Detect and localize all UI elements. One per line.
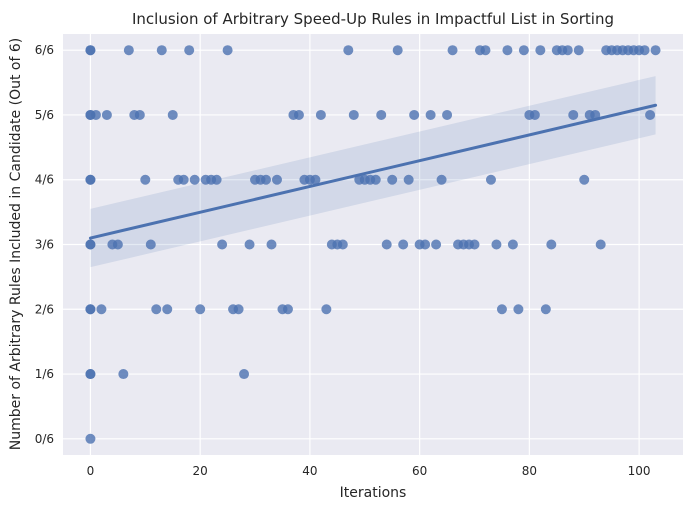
y-tick-label: 4/6 xyxy=(35,173,54,187)
x-tick-label: 20 xyxy=(193,464,208,478)
scatter-point xyxy=(469,239,480,250)
scatter-point xyxy=(85,239,96,250)
scatter-point xyxy=(540,304,551,315)
scatter-point xyxy=(447,45,458,56)
scatter-point xyxy=(573,45,584,56)
y-tick-label: 6/6 xyxy=(35,43,54,57)
scatter-point xyxy=(189,174,200,185)
scatter-point xyxy=(518,45,529,56)
scatter-point xyxy=(85,45,96,56)
scatter-point xyxy=(579,174,590,185)
scatter-point xyxy=(409,109,420,120)
scatter-point xyxy=(85,304,96,315)
x-tick-label: 0 xyxy=(87,464,95,478)
regression-line-group xyxy=(88,103,658,240)
scatter-point xyxy=(480,45,491,56)
x-axis-label: Iterations xyxy=(340,485,407,501)
scatter-point xyxy=(595,239,606,250)
scatter-point xyxy=(211,174,222,185)
scatter-point xyxy=(650,45,661,56)
scatter-point xyxy=(112,239,123,250)
scatter-point xyxy=(156,45,167,56)
scatter-point xyxy=(387,174,398,185)
y-tick-label: 2/6 xyxy=(35,302,54,316)
scatter-point xyxy=(343,45,354,56)
scatter-point xyxy=(529,109,540,120)
scatter-point xyxy=(293,109,304,120)
scatter-point xyxy=(376,109,387,120)
scatter-point xyxy=(282,304,293,315)
scatter-point xyxy=(420,239,431,250)
x-tick-label: 100 xyxy=(628,464,651,478)
scatter-point xyxy=(222,45,233,56)
scatter-point xyxy=(134,109,145,120)
y-tick-label: 5/6 xyxy=(35,108,54,122)
scatter-point xyxy=(118,369,129,380)
y-tick-label: 0/6 xyxy=(35,432,54,446)
scatter-point xyxy=(535,45,546,56)
x-tick-label: 40 xyxy=(302,464,317,478)
scatter-point xyxy=(123,45,134,56)
scatter-point xyxy=(392,45,403,56)
regression-line xyxy=(88,103,658,240)
scatter-point xyxy=(167,109,178,120)
scatter-point xyxy=(261,174,272,185)
scatter-point xyxy=(645,109,656,120)
scatter-point xyxy=(398,239,409,250)
x-tick-labels: 0 20 40 60 80 100 xyxy=(87,464,651,478)
scatter-points xyxy=(85,45,661,444)
scatter-point xyxy=(178,174,189,185)
scatter-point xyxy=(271,174,282,185)
scatter-point xyxy=(639,45,650,56)
scatter-point xyxy=(431,239,442,250)
scatter-point xyxy=(485,174,496,185)
y-axis-label: Number of Arbitrary Rules Included in Ca… xyxy=(8,38,24,450)
scatter-point xyxy=(370,174,381,185)
chart-title: Inclusion of Arbitrary Speed-Up Rules in… xyxy=(132,10,614,28)
scatter-point xyxy=(96,304,107,315)
scatter-point xyxy=(217,239,228,250)
y-tick-label: 1/6 xyxy=(35,367,54,381)
scatter-point xyxy=(436,174,447,185)
scatter-point xyxy=(546,239,557,250)
y-tick-labels: 0/6 1/6 2/6 3/6 4/6 5/6 6/6 xyxy=(35,43,54,446)
scatter-point xyxy=(233,304,244,315)
scatter-point xyxy=(491,239,502,250)
scatter-point xyxy=(562,45,573,56)
scatter-point xyxy=(513,304,524,315)
scatter-point xyxy=(244,239,255,250)
y-tick-label: 3/6 xyxy=(35,238,54,252)
scatter-point xyxy=(195,304,206,315)
scatter-point xyxy=(425,109,436,120)
x-tick-label: 60 xyxy=(412,464,427,478)
scatter-point xyxy=(403,174,414,185)
scatter-point xyxy=(310,174,321,185)
scatter-point xyxy=(381,239,392,250)
scatter-point xyxy=(266,239,277,250)
scatter-point xyxy=(442,109,453,120)
scatter-point xyxy=(239,369,250,380)
scatter-point xyxy=(145,239,156,250)
scatter-point xyxy=(85,433,96,444)
scatter-point xyxy=(348,109,359,120)
scatter-point xyxy=(85,174,96,185)
scatter-point xyxy=(101,109,112,120)
x-tick-label: 80 xyxy=(522,464,537,478)
scatter-point xyxy=(151,304,162,315)
scatter-point xyxy=(90,109,101,120)
scatter-point xyxy=(315,109,326,120)
scatter-point xyxy=(507,239,518,250)
scatter-point xyxy=(568,109,579,120)
scatter-point xyxy=(337,239,348,250)
scatter-point xyxy=(140,174,151,185)
scatter-point xyxy=(162,304,173,315)
scatter-point xyxy=(85,369,96,380)
scatter-point xyxy=(184,45,195,56)
scatter-point xyxy=(496,304,507,315)
scatter-point xyxy=(502,45,513,56)
scatter-point xyxy=(321,304,332,315)
